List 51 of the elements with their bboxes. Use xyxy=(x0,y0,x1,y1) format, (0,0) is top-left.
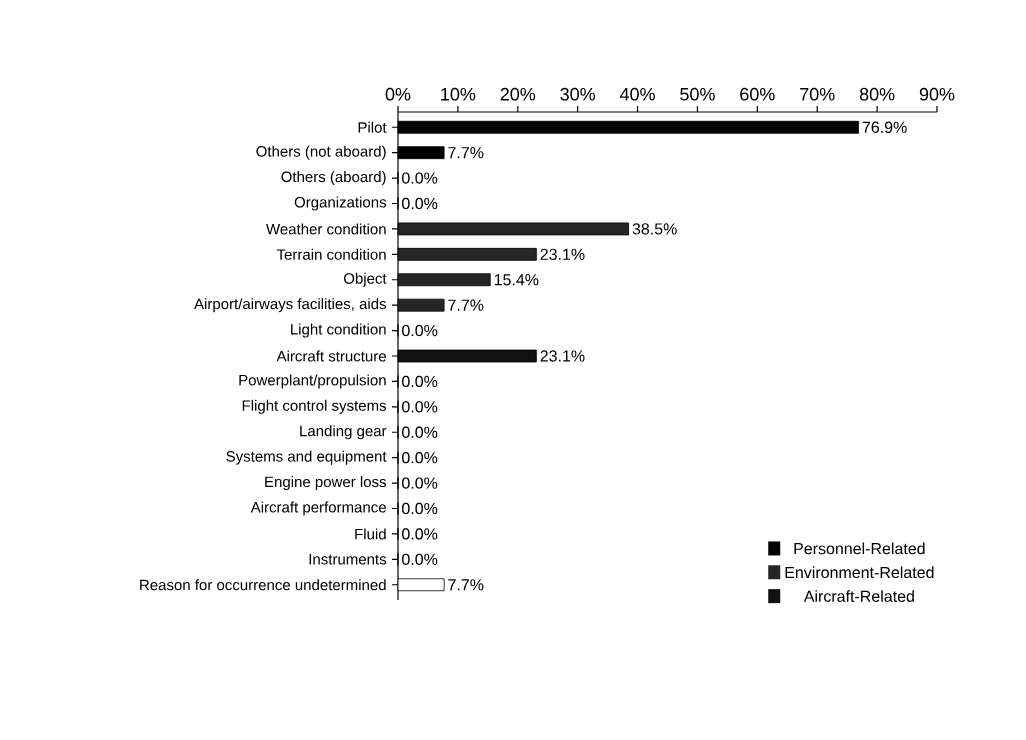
y-tick-label: Object xyxy=(343,272,387,287)
data-label: 23.1% xyxy=(540,248,585,260)
y-tick-label: Systems and equipment xyxy=(226,450,387,465)
x-tick-label: 20% xyxy=(500,87,536,101)
data-label: 0.0% xyxy=(402,197,438,210)
x-tick-label: 50% xyxy=(680,87,715,101)
x-tick-label: 40% xyxy=(619,87,655,101)
y-tick-label: Reason for occurrence undetermined xyxy=(140,579,386,591)
data-label: 0.0% xyxy=(402,528,438,540)
data-label: 76.9% xyxy=(862,121,907,133)
data-label: 23.1% xyxy=(540,350,585,362)
data-label: 7.7% xyxy=(448,299,484,311)
data-label: 7.7% xyxy=(448,579,484,591)
data-label: 0.0% xyxy=(402,324,438,337)
y-tick-label: Aircraft performance xyxy=(250,501,386,516)
y-tick-label: Pilot xyxy=(358,121,387,133)
legend-label: Environment-Related xyxy=(785,566,934,579)
data-label: 0.0% xyxy=(402,401,438,413)
y-tick-label: Engine power loss xyxy=(265,476,387,491)
x-tick-label: 90% xyxy=(919,87,955,101)
x-tick-label: 0% xyxy=(385,87,411,101)
y-tick-label: Others (aboard) xyxy=(281,171,386,186)
x-tick-label: 10% xyxy=(441,87,476,101)
y-tick-label: Instruments xyxy=(309,554,387,565)
data-label: 15.4% xyxy=(494,274,539,286)
y-tick-label: Powerplant/propulsion xyxy=(239,374,386,389)
data-label: 0.0% xyxy=(402,375,438,388)
y-tick-label: Aircraft structure xyxy=(276,350,386,362)
x-tick-label: 60% xyxy=(740,87,775,101)
x-tick-label: 80% xyxy=(859,87,895,101)
data-label: 0.0% xyxy=(402,553,438,565)
y-tick-label: Light condition xyxy=(291,323,386,338)
data-label: 0.0% xyxy=(402,452,438,464)
y-tick-label: Airport/airways facilities, aids xyxy=(194,298,387,313)
data-label: 0.0% xyxy=(402,172,438,184)
y-tick-label: Weather condition xyxy=(266,223,386,235)
y-tick-label: Organizations xyxy=(294,196,387,211)
data-label: 0.0% xyxy=(402,477,438,489)
legend-label: Personnel-Related xyxy=(794,542,925,555)
x-tick-label: 30% xyxy=(560,87,596,101)
data-label: 0.0% xyxy=(402,502,438,515)
y-tick-label: Landing gear xyxy=(300,425,387,440)
data-label: 0.0% xyxy=(402,426,438,438)
y-tick-label: Terrain condition xyxy=(276,248,386,260)
y-tick-label: Fluid xyxy=(355,528,386,540)
y-tick-label: Flight control systems xyxy=(242,399,387,414)
data-label: 7.7% xyxy=(448,147,484,159)
y-tick-label: Others (not aboard) xyxy=(256,145,386,160)
data-label: 38.5% xyxy=(632,223,677,235)
legend-label: Aircraft-Related xyxy=(803,590,914,602)
x-tick-label: 70% xyxy=(800,87,835,101)
